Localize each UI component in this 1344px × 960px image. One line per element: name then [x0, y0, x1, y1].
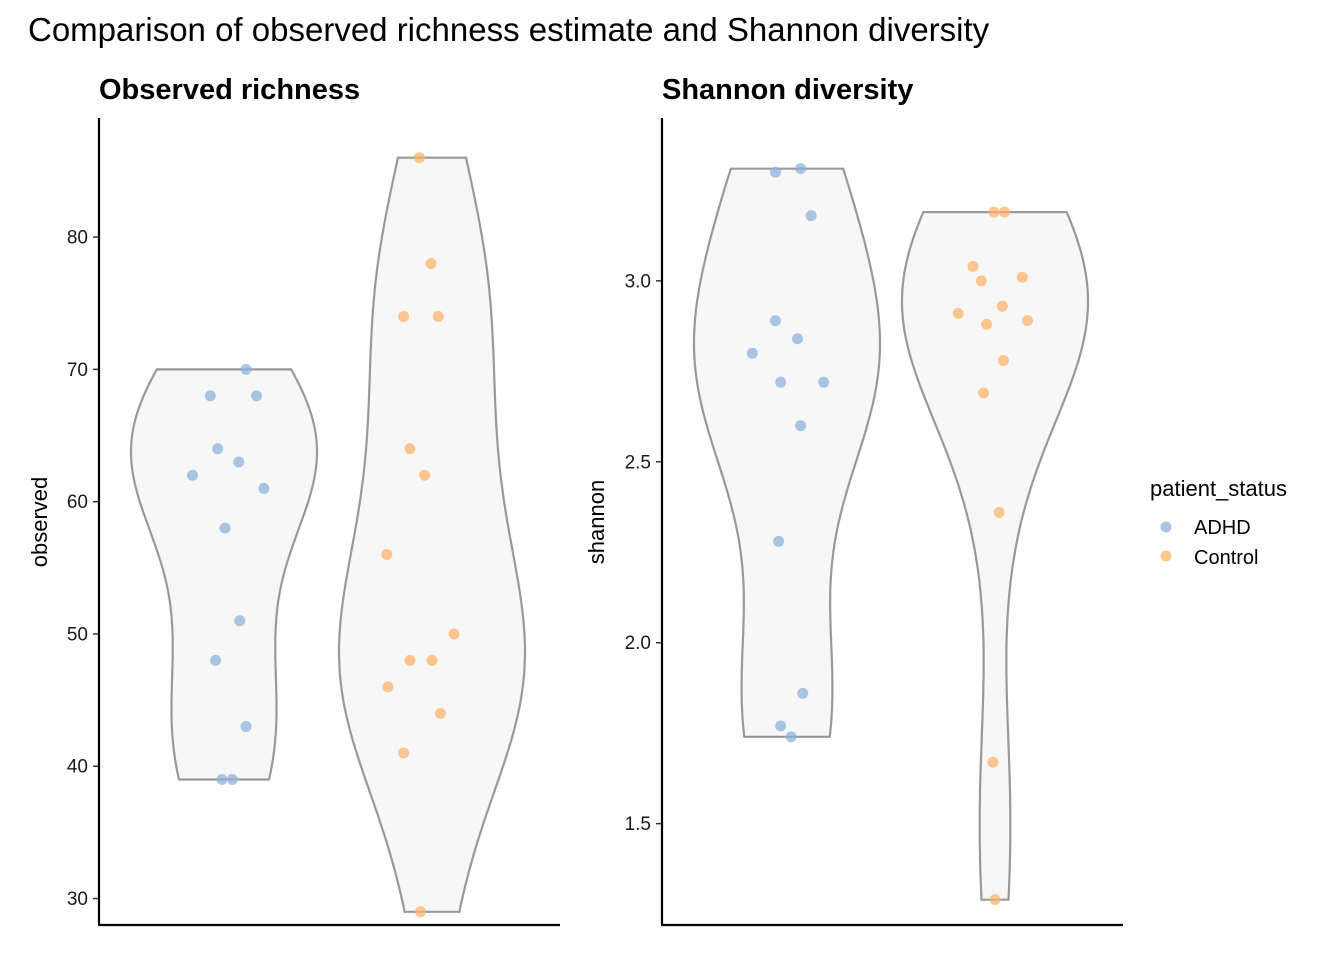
data-point-adhd [187, 469, 198, 481]
panel-observed: Observed richness observed 30 40 50 60 70 80 [27, 74, 560, 927]
data-point-control [981, 318, 993, 330]
data-point-adhd [775, 720, 787, 732]
data-point-control [993, 506, 1005, 518]
data-point-adhd [240, 363, 252, 375]
violins-shannon [692, 167, 1090, 901]
y-ticks-observed: 30 40 50 60 70 80 [67, 228, 99, 910]
violin-control [337, 156, 527, 913]
y-tick-label: 2.5 [625, 452, 651, 473]
y-axis-label-observed: observed [27, 477, 52, 568]
data-point-adhd [792, 333, 803, 345]
data-point-adhd [226, 773, 238, 785]
y-tick-label: 40 [67, 757, 88, 778]
data-point-control [434, 707, 446, 719]
data-point-control [425, 258, 437, 270]
data-point-control [404, 443, 416, 455]
violin-adhd [129, 368, 319, 781]
data-point-adhd [769, 315, 781, 327]
data-point-adhd [773, 535, 785, 547]
data-point-control [989, 894, 1001, 906]
data-point-adhd [258, 482, 270, 494]
data-point-control [998, 206, 1010, 218]
y-ticks-shannon: 1.5 2.0 2.5 3.0 [625, 271, 662, 835]
data-point-adhd [818, 376, 830, 388]
y-tick-label: 80 [67, 228, 88, 249]
data-point-control [382, 681, 394, 693]
figure-title: Comparison of observed richness estimate… [28, 11, 990, 48]
legend-title: patient_status [1150, 476, 1287, 501]
data-point-control [398, 747, 410, 759]
data-point-control [977, 387, 989, 399]
legend-label-control: Control [1194, 547, 1258, 569]
data-point-adhd [210, 654, 222, 666]
legend: patient_status ADHD Control [1150, 476, 1287, 569]
data-point-control [414, 906, 426, 918]
data-point-adhd [775, 376, 787, 388]
data-point-control [997, 354, 1009, 366]
y-tick-label: 2.0 [625, 633, 651, 654]
data-point-control [987, 756, 999, 768]
panel-title-shannon: Shannon diversity [662, 74, 913, 106]
data-point-control [448, 628, 460, 640]
data-point-control [381, 549, 393, 561]
data-point-control [975, 275, 987, 287]
violins-observed [129, 156, 527, 913]
data-point-control [398, 310, 410, 322]
data-point-control [1022, 315, 1034, 327]
y-tick-label: 50 [67, 624, 88, 645]
data-point-control [1016, 271, 1028, 283]
y-tick-label: 3.0 [625, 271, 651, 292]
data-point-adhd [795, 163, 807, 175]
data-point-adhd [234, 615, 246, 627]
data-point-adhd [746, 347, 758, 359]
data-point-adhd [219, 522, 231, 534]
data-point-control [967, 260, 979, 272]
data-point-control [413, 152, 425, 164]
data-point-adhd [212, 443, 224, 455]
legend-swatch-adhd [1160, 521, 1172, 533]
data-point-adhd [795, 420, 807, 432]
violin-adhd [692, 167, 882, 738]
data-point-control [952, 307, 964, 319]
data-point-control [426, 654, 438, 666]
data-point-control [419, 469, 431, 481]
data-point-control [996, 300, 1008, 312]
data-point-adhd [251, 390, 263, 402]
data-point-adhd [797, 687, 809, 699]
data-point-control [988, 206, 1000, 218]
legend-swatch-control [1160, 550, 1172, 562]
panel-title-observed: Observed richness [99, 74, 360, 106]
violin-control [900, 211, 1090, 901]
data-point-adhd [216, 773, 228, 785]
data-point-adhd [769, 166, 781, 178]
y-tick-label: 30 [67, 889, 88, 910]
y-tick-label: 1.5 [625, 814, 651, 835]
legend-label-adhd: ADHD [1194, 517, 1251, 539]
points-observed [187, 152, 460, 918]
data-point-adhd [204, 390, 216, 402]
data-point-adhd [805, 210, 817, 222]
panel-shannon: Shannon diversity shannon 1.5 2.0 2.5 3.0 [584, 74, 1123, 927]
data-point-adhd [233, 456, 245, 468]
data-point-control [432, 310, 444, 322]
y-tick-label: 60 [67, 492, 88, 513]
data-point-adhd [240, 721, 252, 733]
data-point-control [404, 654, 416, 666]
points-shannon [746, 163, 1034, 906]
data-point-adhd [785, 731, 797, 743]
y-axis-label-shannon: shannon [584, 480, 609, 564]
y-tick-label: 70 [67, 360, 88, 381]
